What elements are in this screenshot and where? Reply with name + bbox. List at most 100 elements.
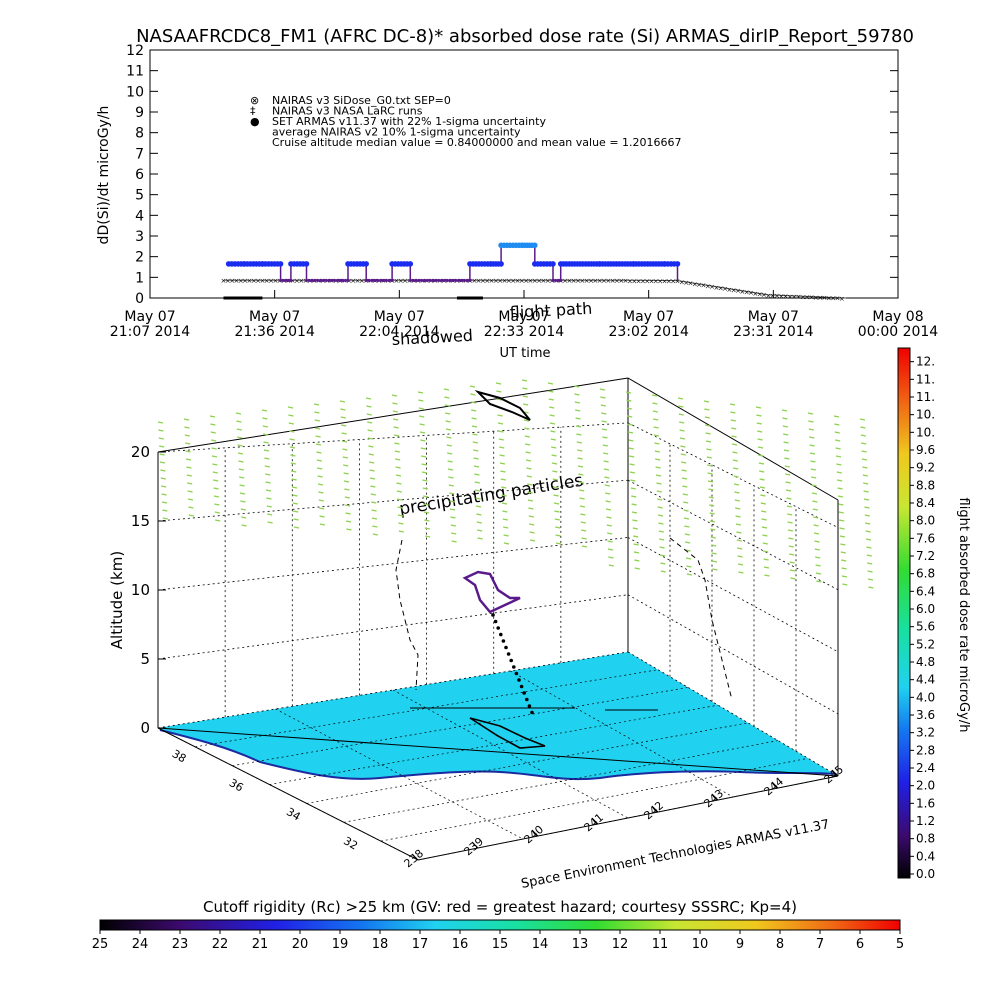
rain-dash [757, 438, 763, 441]
rain-dash [606, 516, 612, 519]
right-wall-grid [627, 422, 839, 528]
rain-dash [215, 519, 221, 522]
nairas-marker: × [493, 277, 499, 285]
armas-point [411, 278, 415, 283]
rain-dash [761, 510, 767, 513]
rain-dash [810, 468, 816, 471]
rain-dash [550, 430, 556, 433]
nairas-marker: × [705, 282, 711, 290]
nairas-marker: × [523, 277, 529, 285]
dose-colorbar-gradient [897, 347, 911, 879]
rain-dash [503, 526, 509, 529]
rain-dash [810, 460, 816, 463]
nairas-marker: × [579, 277, 585, 285]
rain-dash [185, 442, 191, 445]
rain-dash [292, 502, 298, 505]
rain-dash [680, 453, 686, 456]
rain-dash [369, 477, 376, 480]
rain-dash [607, 540, 613, 543]
rain-dash [683, 509, 689, 512]
flight-track-point [509, 658, 513, 663]
rain-dash [397, 498, 403, 501]
dose-tick-label: 5.6 [916, 620, 935, 634]
rain-dash [627, 431, 634, 434]
rain-dash [212, 463, 218, 466]
top-y-tick-label: 1 [135, 270, 144, 286]
rain-dash [211, 447, 217, 450]
rain-dash [811, 476, 817, 479]
armas-point [341, 278, 345, 283]
armas-point [318, 278, 323, 283]
flight-track-point [527, 704, 532, 708]
nairas-marker: × [627, 277, 633, 285]
top-x-tick-date: May 07 [249, 309, 300, 325]
armas-point [338, 278, 342, 283]
rain-dash [318, 491, 324, 494]
rain-dash [527, 499, 534, 502]
armas-point [284, 278, 288, 283]
nairas-marker: × [255, 277, 261, 285]
legend-entry: Cruise altitude median value = 0.8400000… [272, 136, 682, 149]
dose-tick-label: 6.8 [916, 567, 935, 581]
rain-dash [789, 569, 796, 572]
dose-tick-label: 0.0 [916, 867, 935, 881]
rain-dash [785, 481, 791, 484]
rain-dash [371, 501, 377, 504]
rain-dash [757, 446, 764, 449]
rain-dash [657, 506, 663, 509]
rigidity-colorbar: Cutoff rigidity (Rc) >25 km (GV: red = g… [92, 898, 904, 952]
rain-dash [835, 439, 841, 442]
rain-dash [736, 531, 742, 534]
rain-dash [630, 487, 636, 490]
nairas-marker: × [476, 277, 482, 285]
rain-dash [343, 472, 349, 475]
armas-point [439, 278, 444, 283]
rain-dash [813, 524, 819, 527]
rain-dash [290, 462, 296, 465]
armas-point [459, 278, 464, 283]
flight-track-point [512, 665, 516, 669]
nairas-marker: × [229, 277, 235, 285]
rain-dash [603, 460, 609, 463]
rain-dash [653, 434, 660, 437]
nairas-marker: × [588, 277, 594, 285]
rigidity-colorbar-gradient [99, 919, 901, 931]
rain-dash [762, 534, 768, 537]
rain-dash [735, 507, 741, 510]
top-legend: ⊗ NAIRAS v3 SiDose_G0.txt SEP=0 ‡ NAIRAS v3… [250, 94, 682, 149]
dose-tick-label: 8.0 [916, 514, 935, 528]
rigidity-colorbar-ticks: 25 24 23 22 21 20 19 18 17 16 15 14 13 12 11 10 9 8 7 6 5 [92, 930, 904, 952]
rain-dash [160, 477, 166, 480]
armas-point [327, 278, 331, 283]
rain-dash [238, 468, 244, 471]
rain-dash [267, 513, 273, 516]
rain-dash [841, 559, 847, 562]
nairas-marker: × [402, 277, 408, 285]
z-tick-label: 0 [140, 719, 150, 737]
rain-dash [474, 481, 480, 484]
rain-dash [237, 444, 243, 447]
flight-track-point [522, 691, 526, 695]
rain-dash [683, 517, 690, 520]
top-x-tick-date: May 08 [872, 309, 923, 325]
rain-dash [264, 457, 270, 460]
rain-dash [764, 574, 770, 577]
rain-dash [677, 397, 684, 400]
rain-dash [709, 512, 715, 515]
rain-dash [629, 455, 635, 458]
rain-dash [732, 459, 738, 462]
rain-dash [315, 443, 322, 446]
rain-dash [241, 516, 247, 519]
rain-dash [711, 544, 717, 547]
rain-dash [319, 507, 325, 510]
rain-dash [579, 489, 585, 492]
land-region [158, 728, 836, 860]
rain-dash [236, 420, 242, 423]
rain-dash [528, 515, 534, 518]
rain-dash [184, 426, 190, 429]
rain-dash [398, 530, 404, 533]
armas-point [468, 278, 472, 283]
rain-dash [788, 537, 794, 540]
rain-dash [783, 449, 790, 452]
rain-dash [161, 493, 167, 496]
